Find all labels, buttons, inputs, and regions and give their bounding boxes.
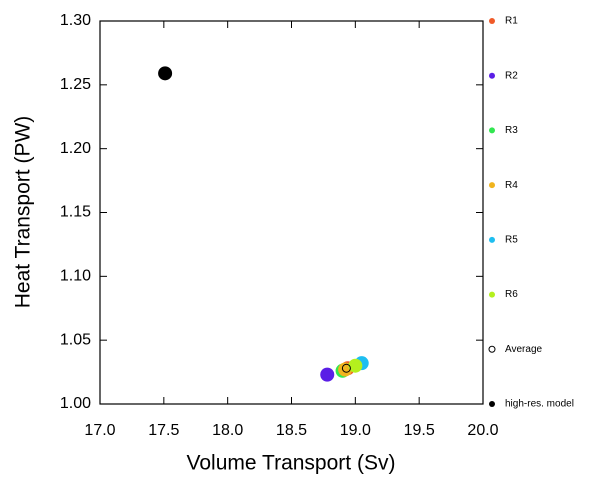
legend-label: Average: [505, 344, 543, 355]
legend-marker: [489, 182, 495, 189]
data-point: [320, 367, 335, 382]
y-tick-label: 1.20: [60, 140, 91, 157]
y-tick-label: 1.15: [60, 204, 91, 221]
legend-marker: [488, 345, 496, 353]
data-point: [348, 358, 363, 373]
y-tick-label: 1.25: [60, 76, 91, 93]
legend-label: R5: [505, 234, 518, 245]
x-tick-label: 20.0: [467, 422, 498, 439]
legend-label: R3: [505, 125, 518, 136]
data-point: [341, 363, 351, 373]
x-tick-label: 18.0: [212, 422, 243, 439]
legend-label: high-res. model: [505, 399, 574, 410]
x-tick-label: 17.0: [84, 422, 115, 439]
x-tick-label: 19.0: [340, 422, 371, 439]
legend-label: R1: [505, 16, 518, 27]
y-axis-title: Heat Transport (PW): [12, 116, 35, 309]
y-tick-label: 1.00: [60, 395, 91, 412]
x-tick-label: 17.5: [148, 422, 179, 439]
y-tick-label: 1.10: [60, 268, 91, 285]
legend-marker: [489, 401, 495, 407]
x-axis-title: Volume Transport (Sv): [187, 452, 396, 475]
y-tick-label: 1.05: [60, 331, 91, 348]
legend-marker: [489, 18, 495, 24]
legend-marker: [489, 127, 495, 134]
legend-marker: [489, 72, 495, 79]
legend-marker: [489, 291, 495, 298]
plot-frame: [99, 20, 484, 405]
y-tick-label: 1.30: [60, 12, 91, 29]
legend-label: R6: [505, 289, 518, 300]
data-point: [158, 66, 173, 81]
legend-marker: [489, 236, 495, 243]
x-tick-label: 18.5: [276, 422, 307, 439]
legend-label: R2: [505, 70, 518, 81]
legend-label: R4: [505, 180, 518, 191]
x-tick-label: 19.5: [404, 422, 435, 439]
